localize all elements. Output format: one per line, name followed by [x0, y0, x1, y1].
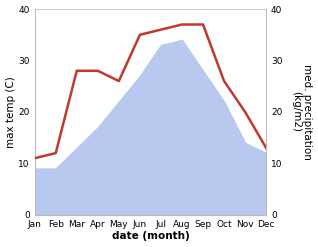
- Y-axis label: med. precipitation
(kg/m2): med. precipitation (kg/m2): [291, 64, 313, 160]
- Y-axis label: max temp (C): max temp (C): [5, 76, 16, 148]
- X-axis label: date (month): date (month): [112, 231, 189, 242]
